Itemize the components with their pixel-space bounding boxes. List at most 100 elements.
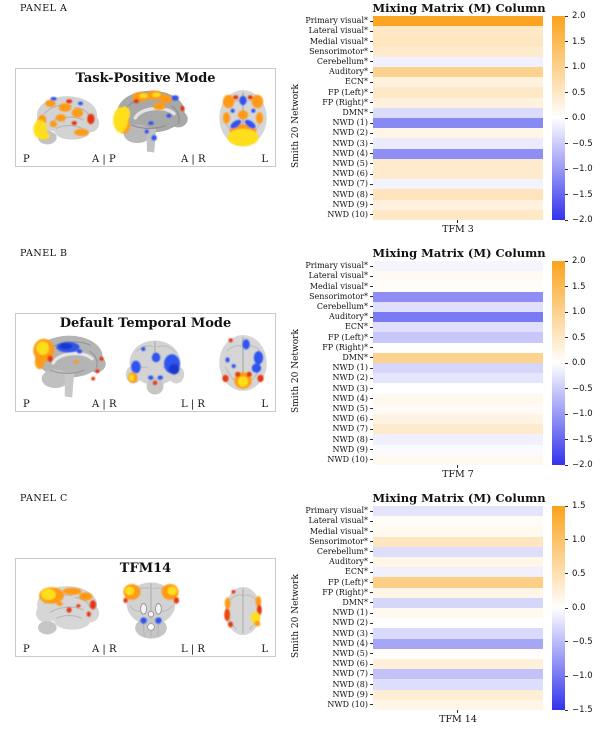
heatmap-cell: [373, 179, 543, 190]
axis-tick: [370, 275, 373, 277]
axis-tick: [370, 81, 373, 83]
axis-tick: [370, 592, 373, 594]
heatmap-cell: [373, 638, 543, 649]
axis-tick: [370, 684, 373, 686]
heatmap-cell: [373, 118, 543, 129]
heatmap-cell: [373, 557, 543, 568]
brain-sagittal-medial-view: [33, 335, 106, 398]
heatmap-row-label: NWD (5): [288, 649, 373, 659]
heatmap-cell: [373, 618, 543, 629]
brain-figure-title: Task-Positive Mode: [75, 71, 216, 86]
heatmap-cell: [373, 689, 543, 700]
axis-tick: [370, 449, 373, 451]
axis-tick: [370, 561, 373, 563]
heatmap-cell: [373, 291, 543, 302]
heatmap-row-label: FP (Right)*: [288, 343, 373, 353]
colorbar: [552, 506, 565, 710]
heatmap-cell: [373, 648, 543, 660]
orientation-label: L: [261, 644, 268, 655]
heatmap-row-label: NWD (6): [288, 659, 373, 669]
axis-tick: [370, 531, 373, 532]
axis-tick: [370, 30, 373, 32]
heatmap-row-label: NWD (3): [288, 138, 373, 148]
orientation-label: P: [23, 399, 30, 410]
axis-tick: [370, 51, 373, 53]
heatmap-row-label: Cerebellum*: [288, 547, 373, 557]
heatmap-row-label: NWD (3): [288, 383, 373, 393]
heatmap-title: Mixing Matrix (M) Column: [372, 491, 546, 505]
axis-tick: [370, 183, 373, 185]
heatmap-row-label: FP (Left)*: [288, 577, 373, 587]
heatmap-cell: [373, 577, 543, 588]
heatmap-cell: [373, 587, 543, 598]
heatmap-row-label: NWD (2): [288, 373, 373, 383]
heatmap-cell: [373, 597, 543, 609]
heatmap-title: Mixing Matrix (M) Column: [372, 1, 546, 15]
axis-tick: [370, 663, 373, 665]
heatmap-row-label: NWD (6): [288, 414, 373, 424]
heatmap-row-label: ECN*: [288, 567, 373, 577]
heatmap-cell: [373, 383, 543, 394]
heatmap-cell: [373, 608, 543, 619]
heatmap-row-label: NWD (9): [288, 445, 373, 455]
brain-figure-title: Default Temporal Mode: [59, 316, 232, 331]
heatmap-grid: [373, 16, 543, 221]
heatmap-row-label: NWD (5): [288, 404, 373, 414]
axis-tick: [370, 643, 373, 645]
panel-c: PANEL C TFM14: [0, 490, 600, 735]
heatmap-row-label: NWD (5): [288, 159, 373, 169]
orientation-label: A | R: [92, 399, 117, 410]
axis-tick: [370, 326, 373, 328]
brain-sagittal-lateral-view: [33, 96, 100, 145]
axis-tick: [370, 296, 373, 298]
heatmap-row-label: NWD (1): [288, 608, 373, 618]
heatmap-cell: [373, 189, 543, 200]
axis-tick: [370, 673, 373, 675]
axis-tick: [370, 571, 373, 573]
axis-tick: [370, 41, 373, 42]
heatmap-row-labels: Primary visual* Lateral visual* Medial vis…: [288, 506, 373, 710]
panel-label: PANEL C: [20, 493, 68, 504]
heatmap-cell: [373, 16, 543, 27]
orientation-labels: P A | P A | R L: [16, 152, 275, 165]
axis-tick: [370, 163, 373, 165]
heatmap-cell: [373, 67, 543, 78]
heatmap-row-label: Primary visual*: [288, 16, 373, 26]
axis-tick: [370, 316, 373, 318]
axis-tick: [370, 92, 373, 94]
axis-tick: [370, 337, 373, 339]
heatmap-row-label: NWD (7): [288, 669, 373, 679]
heatmap-row-label: Sensorimotor*: [288, 47, 373, 57]
axis-tick: [370, 418, 373, 420]
heatmap-cell: [373, 526, 543, 537]
axis-tick: [370, 622, 373, 624]
heatmap-cell: [373, 373, 543, 384]
heatmap-row-label: Cerebellum*: [288, 57, 373, 67]
axis-tick: [370, 439, 373, 441]
heatmap-cell: [373, 138, 543, 149]
heatmap-row-label: NWD (3): [288, 628, 373, 638]
heatmap-row-label: ECN*: [288, 77, 373, 87]
colorbar: [552, 16, 565, 220]
axis-tick: [370, 173, 373, 175]
heatmap-row-label: ECN*: [288, 322, 373, 332]
orientation-label: P: [23, 154, 30, 165]
heatmap-cell: [373, 36, 543, 47]
heatmap-cell: [373, 128, 543, 139]
heatmap-row-label: Lateral visual*: [288, 26, 373, 36]
axis-tick: [370, 633, 373, 635]
heatmap-cell: [373, 77, 543, 88]
axis-tick: [370, 408, 373, 410]
axis-tick: [370, 61, 373, 63]
heatmap-cell: [373, 506, 543, 517]
heatmap-cell: [373, 271, 543, 282]
heatmap-row-label: Medial visual*: [288, 526, 373, 536]
heatmap-x-tick: [457, 710, 458, 713]
heatmap-cell: [373, 148, 543, 159]
heatmap-row-label: Medial visual*: [288, 36, 373, 46]
axis-tick: [370, 653, 373, 655]
brain-axial-view: [219, 90, 267, 147]
axis-tick: [370, 357, 373, 359]
heatmap-cell: [373, 199, 543, 210]
heatmap-row-label: NWD (2): [288, 618, 373, 628]
